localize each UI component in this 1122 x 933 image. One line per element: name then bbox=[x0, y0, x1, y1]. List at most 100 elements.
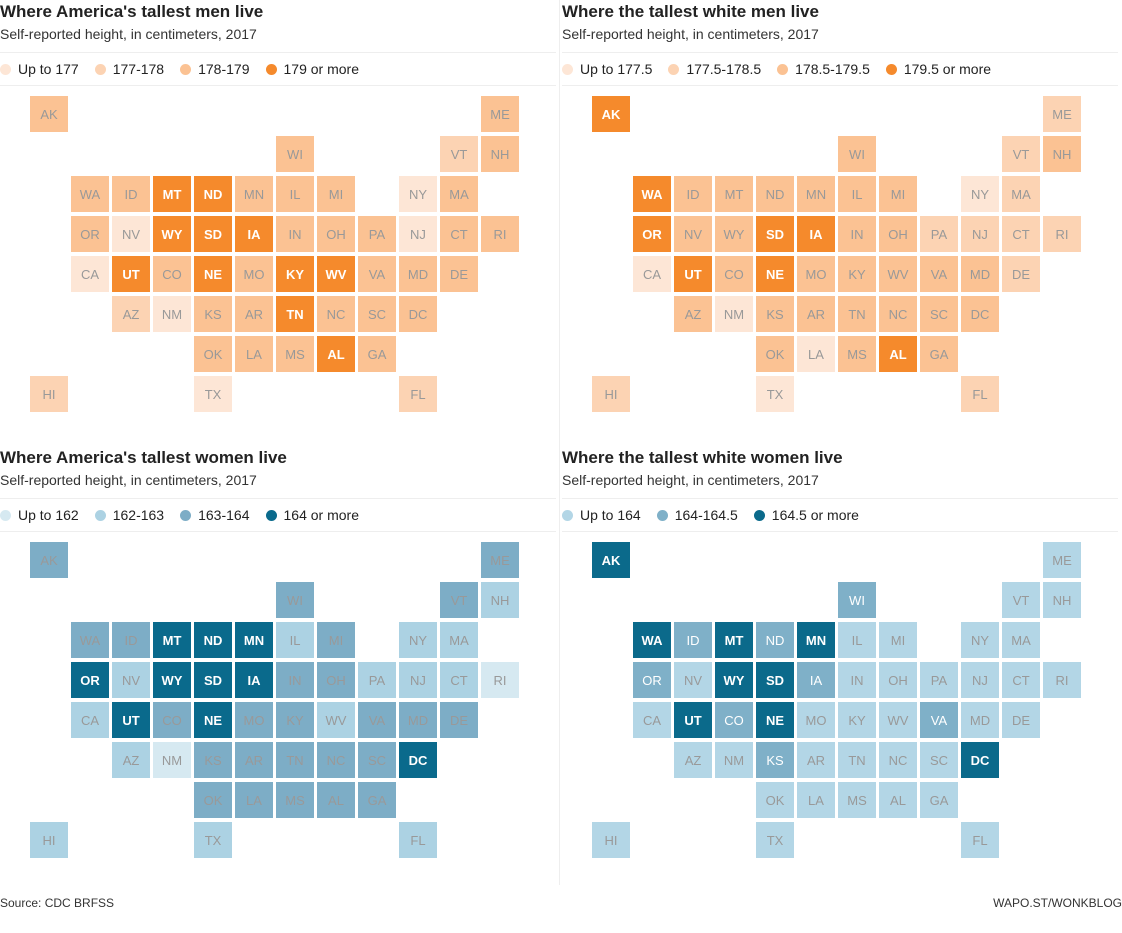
legend-swatch-icon bbox=[0, 63, 11, 75]
map-subtitle: Self-reported height, in centimeters, 20… bbox=[0, 472, 257, 488]
state-ga: GA bbox=[920, 782, 958, 818]
state-il: IL bbox=[838, 176, 876, 212]
state-or: OR bbox=[71, 662, 109, 698]
state-tx: TX bbox=[756, 376, 794, 412]
state-wa: WA bbox=[71, 176, 109, 212]
state-ut: UT bbox=[112, 702, 150, 738]
state-mt: MT bbox=[715, 622, 753, 658]
state-sd: SD bbox=[756, 662, 794, 698]
state-mo: MO bbox=[235, 256, 273, 292]
state-wv: WV bbox=[879, 256, 917, 292]
state-mt: MT bbox=[153, 176, 191, 212]
state-ok: OK bbox=[756, 782, 794, 818]
state-ri: RI bbox=[481, 216, 519, 252]
legend-item: 164 or more bbox=[265, 507, 359, 523]
state-tn: TN bbox=[838, 296, 876, 332]
map-title: Where America's tallest men live bbox=[0, 2, 264, 21]
state-md: MD bbox=[961, 702, 999, 738]
state-ia: IA bbox=[797, 216, 835, 252]
legend-label: Up to 177.5 bbox=[580, 61, 653, 77]
state-dc: DC bbox=[961, 742, 999, 778]
state-mn: MN bbox=[235, 622, 273, 658]
state-mt: MT bbox=[715, 176, 753, 212]
state-ut: UT bbox=[674, 702, 712, 738]
credit-link[interactable]: WAPO.ST/WONKBLOG bbox=[993, 896, 1122, 910]
state-co: CO bbox=[715, 702, 753, 738]
state-ks: KS bbox=[756, 742, 794, 778]
state-nj: NJ bbox=[961, 216, 999, 252]
state-va: VA bbox=[920, 702, 958, 738]
legend-label: 164-164.5 bbox=[674, 507, 738, 523]
state-ga: GA bbox=[358, 782, 396, 818]
state-fl: FL bbox=[961, 376, 999, 412]
state-mo: MO bbox=[235, 702, 273, 738]
state-az: AZ bbox=[674, 296, 712, 332]
legend-item: 164-164.5 bbox=[656, 507, 738, 523]
state-ak: AK bbox=[592, 96, 630, 132]
state-mo: MO bbox=[797, 256, 835, 292]
state-sd: SD bbox=[756, 216, 794, 252]
map-subtitle: Self-reported height, in centimeters, 20… bbox=[0, 26, 257, 42]
legend-swatch-icon bbox=[668, 63, 680, 75]
state-or: OR bbox=[71, 216, 109, 252]
choropleth-map: AK ME WI VT NH WA ID MT ND MN IL MI NY MA OR NV WY SD IA IN… bbox=[592, 96, 1092, 426]
state-ct: CT bbox=[440, 216, 478, 252]
map-panel-tallest-women: Where America's tallest women live Self-… bbox=[0, 446, 556, 886]
state-ak: AK bbox=[592, 542, 630, 578]
state-nc: NC bbox=[879, 742, 917, 778]
state-sd: SD bbox=[194, 216, 232, 252]
legend-label: 162-163 bbox=[112, 507, 165, 523]
state-mn: MN bbox=[235, 176, 273, 212]
state-sc: SC bbox=[358, 296, 396, 332]
state-nm: NM bbox=[715, 296, 753, 332]
state-ma: MA bbox=[1002, 622, 1040, 658]
state-tn: TN bbox=[276, 742, 314, 778]
state-nv: NV bbox=[674, 662, 712, 698]
state-ne: NE bbox=[756, 702, 794, 738]
state-ga: GA bbox=[358, 336, 396, 372]
state-az: AZ bbox=[112, 742, 150, 778]
state-mn: MN bbox=[797, 622, 835, 658]
state-oh: OH bbox=[317, 216, 355, 252]
legend-swatch-icon bbox=[753, 509, 765, 521]
state-me: ME bbox=[481, 96, 519, 132]
state-nv: NV bbox=[112, 216, 150, 252]
state-nh: NH bbox=[1043, 136, 1081, 172]
state-ri: RI bbox=[481, 662, 519, 698]
state-vt: VT bbox=[1002, 136, 1040, 172]
state-nd: ND bbox=[194, 176, 232, 212]
legend-label: Up to 162 bbox=[18, 507, 79, 523]
legend-swatch-icon bbox=[180, 509, 192, 521]
state-nv: NV bbox=[112, 662, 150, 698]
state-dc: DC bbox=[399, 742, 437, 778]
legend-label: 164.5 or more bbox=[771, 507, 859, 523]
state-ms: MS bbox=[276, 336, 314, 372]
state-ar: AR bbox=[797, 296, 835, 332]
state-nv: NV bbox=[674, 216, 712, 252]
state-ia: IA bbox=[235, 216, 273, 252]
state-md: MD bbox=[399, 702, 437, 738]
state-wy: WY bbox=[715, 216, 753, 252]
state-nd: ND bbox=[756, 176, 794, 212]
state-nd: ND bbox=[756, 622, 794, 658]
state-ri: RI bbox=[1043, 662, 1081, 698]
legend-label: 164 or more bbox=[283, 507, 359, 523]
state-wy: WY bbox=[153, 216, 191, 252]
state-wa: WA bbox=[633, 176, 671, 212]
map-legend: Up to 177.5 177.5-178.5 178.5-179.5 179.5 o… bbox=[562, 52, 1118, 86]
state-la: LA bbox=[235, 336, 273, 372]
state-pa: PA bbox=[920, 662, 958, 698]
state-va: VA bbox=[358, 702, 396, 738]
legend-label: 177-178 bbox=[112, 61, 165, 77]
state-in: IN bbox=[838, 662, 876, 698]
legend-label: 179.5 or more bbox=[903, 61, 992, 77]
state-ny: NY bbox=[961, 176, 999, 212]
state-ky: KY bbox=[838, 702, 876, 738]
state-ma: MA bbox=[440, 176, 478, 212]
state-me: ME bbox=[481, 542, 519, 578]
state-nm: NM bbox=[715, 742, 753, 778]
state-wy: WY bbox=[715, 662, 753, 698]
legend-swatch-icon bbox=[265, 63, 277, 75]
state-id: ID bbox=[112, 176, 150, 212]
state-hi: HI bbox=[30, 822, 68, 858]
